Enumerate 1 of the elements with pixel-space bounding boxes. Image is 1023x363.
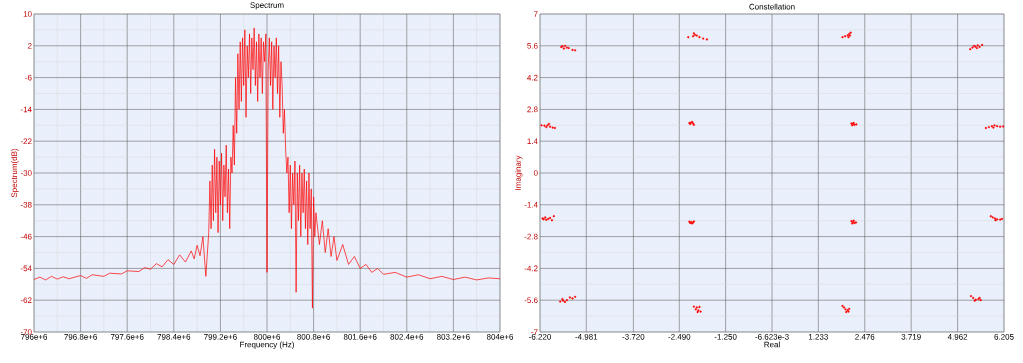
- line-series: [34, 27, 500, 309]
